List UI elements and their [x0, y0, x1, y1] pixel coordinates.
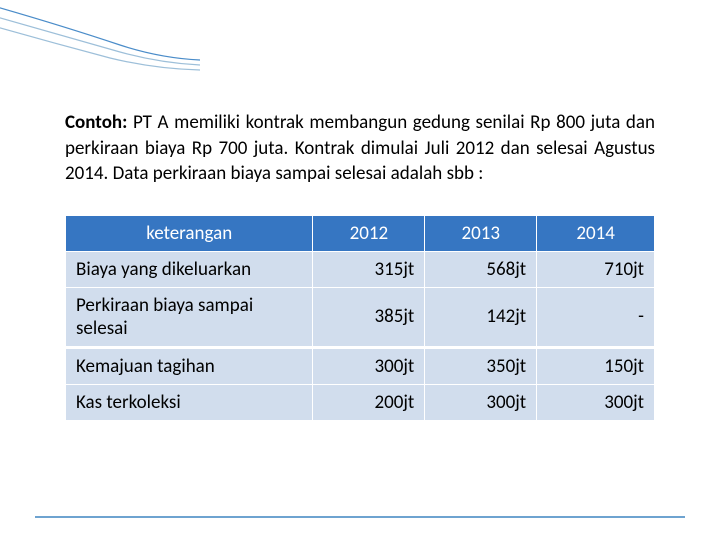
row-value: 300jt	[425, 384, 537, 420]
row-value: 568jt	[425, 251, 537, 287]
footer-line	[35, 516, 685, 518]
row-value: 300jt	[537, 384, 655, 420]
table-row: Biaya yang dikeluarkan315jt568jt710jt	[66, 251, 655, 287]
row-value: 315jt	[313, 251, 425, 287]
row-label: Kemajuan tagihan	[66, 347, 313, 384]
content-area: Contoh: PT A memiliki kontrak membangun …	[0, 0, 720, 451]
row-value: 385jt	[313, 287, 425, 347]
intro-paragraph: Contoh: PT A memiliki kontrak membangun …	[65, 110, 655, 187]
row-value: -	[537, 287, 655, 347]
column-header: 2013	[425, 215, 537, 251]
row-value: 200jt	[313, 384, 425, 420]
paragraph-label: Contoh:	[65, 111, 127, 134]
row-value: 142jt	[425, 287, 537, 347]
row-label: Biaya yang dikeluarkan	[66, 251, 313, 287]
data-table: keterangan201220132014 Biaya yang dikelu…	[65, 215, 655, 421]
row-label: Kas terkoleksi	[66, 384, 313, 420]
row-label: Perkiraan biaya sampai selesai	[66, 287, 313, 347]
row-value: 710jt	[537, 251, 655, 287]
column-header: 2014	[537, 215, 655, 251]
table-row: Kemajuan tagihan300jt350jt150jt	[66, 347, 655, 384]
row-value: 150jt	[537, 347, 655, 384]
column-header: 2012	[313, 215, 425, 251]
paragraph-body: PT A memiliki kontrak membangun gedung s…	[65, 111, 655, 185]
table-row: Perkiraan biaya sampai selesai385jt142jt…	[66, 287, 655, 347]
row-value: 350jt	[425, 347, 537, 384]
table-row: Kas terkoleksi200jt300jt300jt	[66, 384, 655, 420]
column-header: keterangan	[66, 215, 313, 251]
row-value: 300jt	[313, 347, 425, 384]
table-body: Biaya yang dikeluarkan315jt568jt710jtPer…	[66, 251, 655, 420]
table-header: keterangan201220132014	[66, 215, 655, 251]
